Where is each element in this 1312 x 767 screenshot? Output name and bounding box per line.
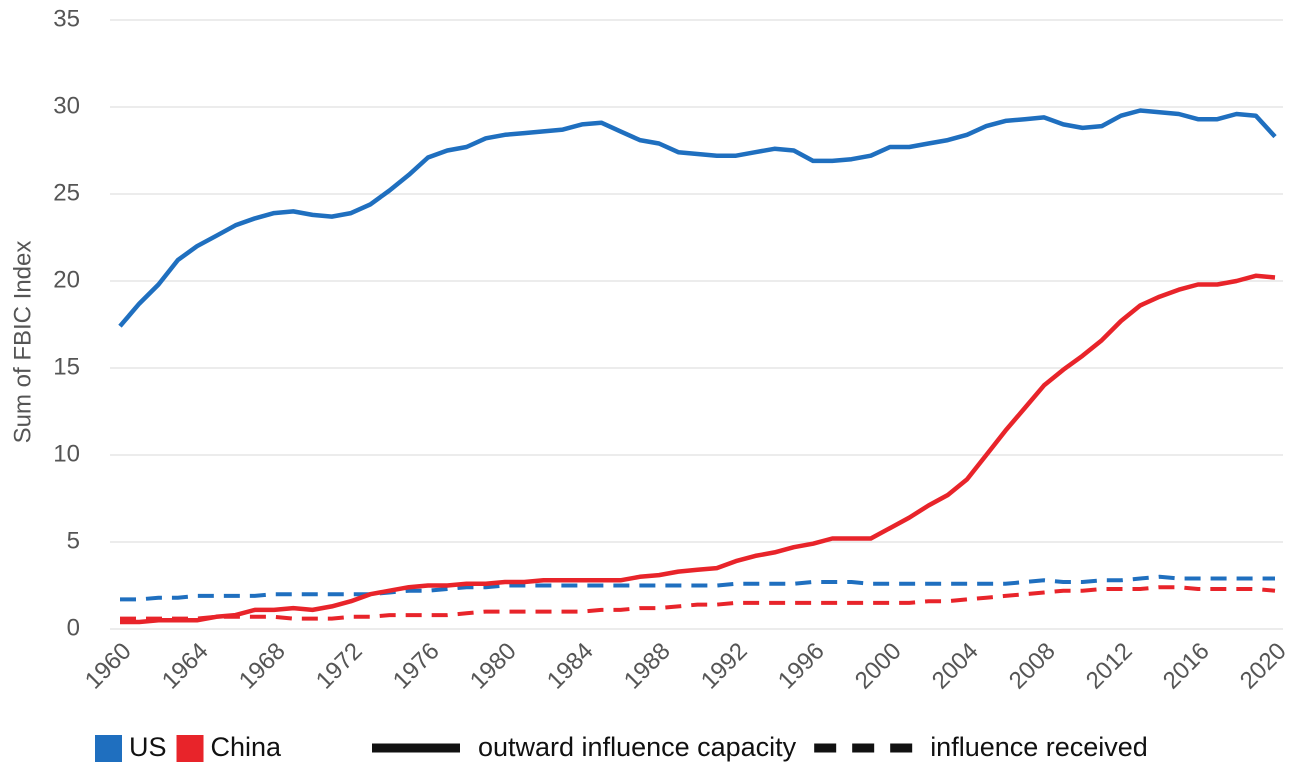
x-tick-label: 2012 (1081, 638, 1138, 695)
x-tick-label: 1980 (465, 638, 522, 695)
x-tick-label: 2004 (927, 638, 984, 695)
x-tick-label: 1984 (542, 638, 599, 695)
x-tick-label: 1996 (773, 638, 830, 695)
y-tick-label: 25 (53, 179, 80, 206)
x-tick-label: 1988 (619, 638, 676, 695)
x-tick-label: 1964 (157, 638, 214, 695)
y-tick-label: 5 (67, 527, 80, 554)
y-tick-label: 0 (67, 614, 80, 641)
y-tick-label: 35 (53, 5, 80, 32)
y-axis-label: Sum of FBIC Index (9, 241, 36, 444)
x-tick-label: 1968 (234, 638, 291, 695)
series-line (120, 585, 1276, 621)
legend-swatch (95, 735, 122, 762)
legend-label: influence received (930, 732, 1148, 762)
legend-label: outward influence capacity (478, 732, 797, 762)
x-tick-label: 2008 (1004, 638, 1061, 695)
x-tick-label: 1960 (80, 638, 137, 695)
legend-swatch (176, 735, 204, 762)
y-tick-label: 20 (53, 266, 80, 293)
legend-label: China (211, 732, 283, 762)
x-tick-label: 2020 (1235, 638, 1292, 695)
y-tick-label: 10 (53, 440, 80, 467)
y-tick-label: 15 (53, 353, 80, 380)
x-tick-label: 1976 (388, 638, 445, 695)
legend-label: US (129, 732, 167, 762)
x-tick-label: 2000 (850, 638, 907, 695)
x-tick-label: 1992 (696, 638, 753, 695)
y-tick-label: 30 (53, 92, 80, 119)
x-tick-label: 1972 (311, 638, 368, 695)
x-tick-label: 2016 (1158, 638, 1215, 695)
series-line (118, 108, 1277, 328)
series-line (120, 273, 1276, 625)
series-line (120, 574, 1275, 602)
